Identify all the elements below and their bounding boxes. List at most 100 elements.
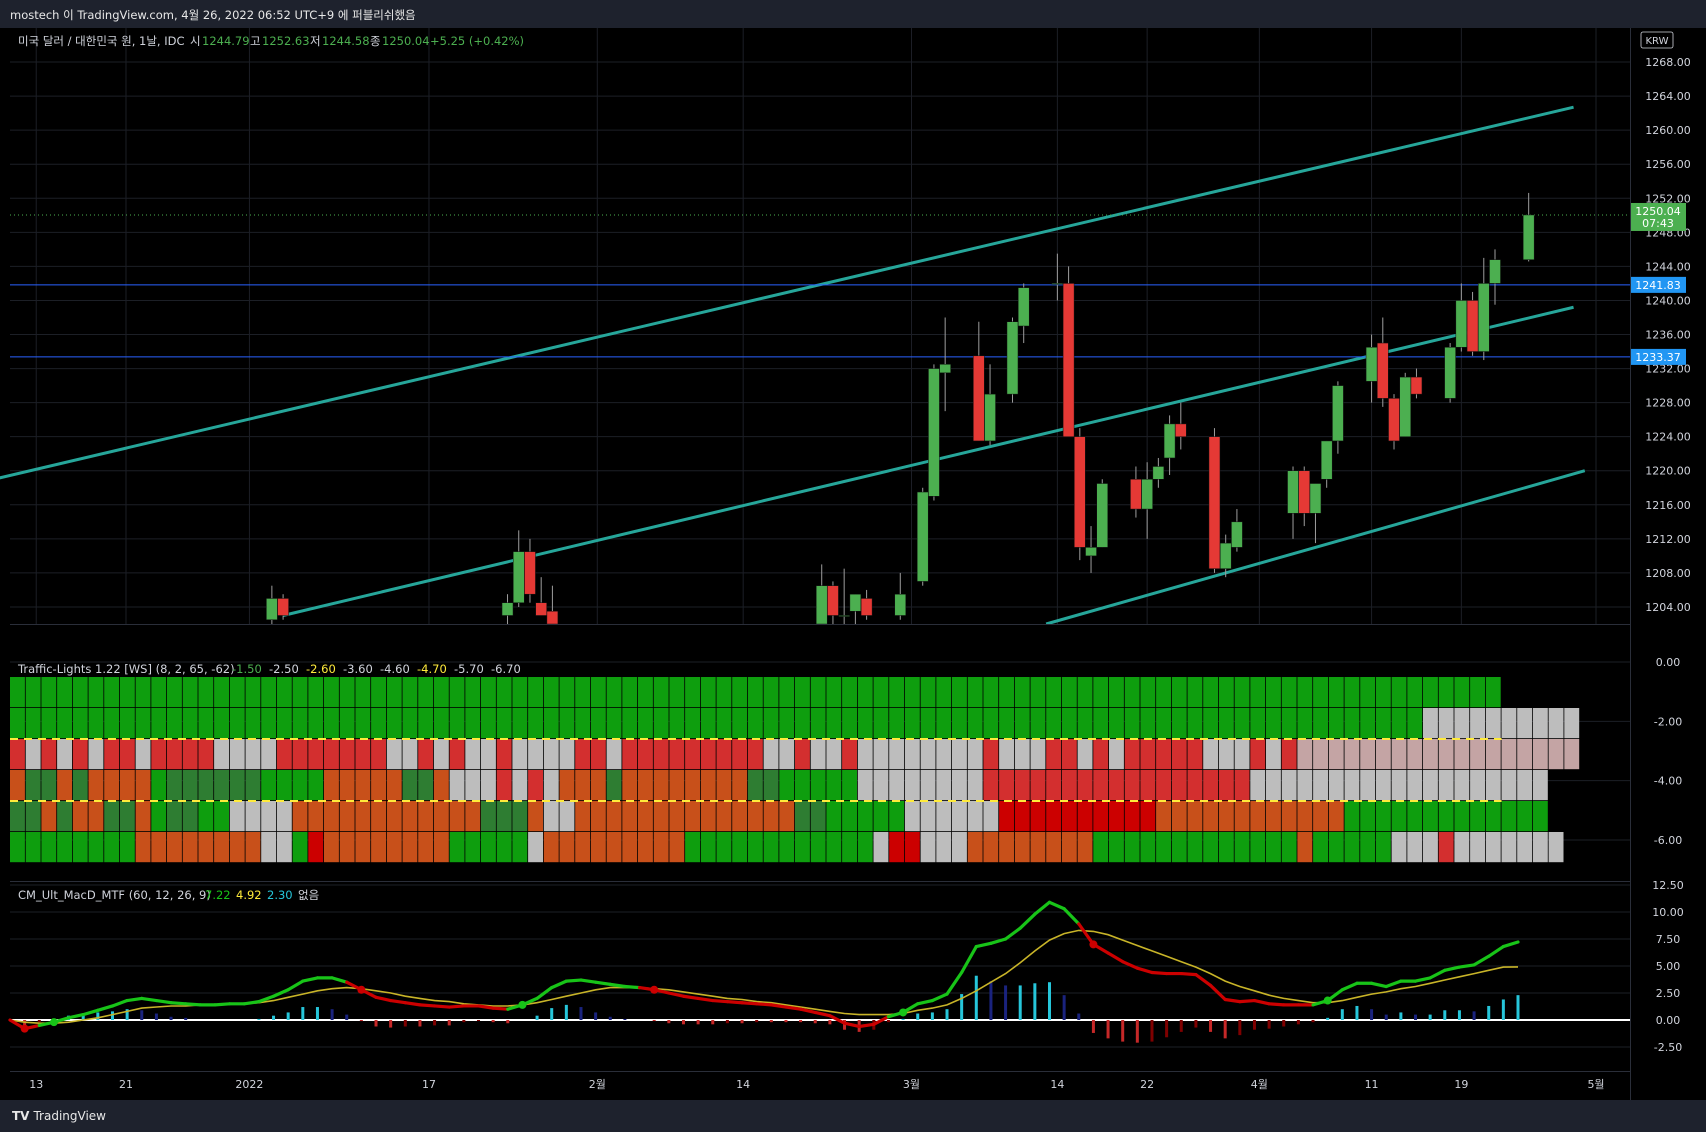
candle-body	[1365, 347, 1378, 382]
heatmap-cell	[261, 801, 277, 832]
candle[interactable]	[1410, 368, 1423, 399]
candle[interactable]	[939, 317, 951, 412]
macd-segment	[974, 941, 993, 949]
heatmap-cell	[1014, 708, 1030, 739]
candle[interactable]	[1017, 283, 1030, 344]
candle[interactable]	[1163, 415, 1176, 475]
heatmap-cell	[1124, 801, 1140, 832]
channel-line[interactable]	[1045, 469, 1586, 626]
candle[interactable]	[1208, 428, 1221, 573]
heatmap-cell	[1014, 801, 1030, 832]
macd-segment	[916, 998, 934, 1006]
candle[interactable]	[1062, 266, 1075, 437]
currency-badge[interactable]: KRW	[1640, 31, 1674, 49]
traffic-lights-heatmap[interactable]	[10, 677, 1580, 863]
candle[interactable]	[535, 577, 547, 616]
heatmap-cell	[41, 832, 57, 863]
heatmap-cell	[418, 739, 434, 770]
heatmap-cell	[88, 708, 104, 739]
histogram-bar	[257, 1018, 261, 1020]
heatmap-cell	[308, 770, 324, 801]
candle[interactable]	[1489, 249, 1501, 305]
heatmap-cell	[528, 708, 543, 739]
heatmap-cell	[229, 832, 245, 863]
heatmap-cell	[1438, 801, 1454, 832]
candle[interactable]	[546, 585, 559, 624]
candle[interactable]	[928, 364, 940, 501]
heatmap-cell	[104, 739, 120, 770]
heatmap-cell	[167, 770, 182, 801]
candles[interactable]	[266, 192, 1535, 628]
axis-settings-button[interactable]	[1633, 1075, 1703, 1097]
candle[interactable]	[1444, 343, 1456, 403]
candle[interactable]	[524, 538, 536, 603]
tl-value: -4.70	[417, 662, 447, 676]
heatmap-cell	[1218, 739, 1234, 770]
tradingview-logo[interactable]: TV TradingView	[12, 1109, 106, 1123]
time-axis[interactable]: 13 21 2022 17 2월 14 3월 14 22 4월 11 19 5월	[10, 1071, 1630, 1092]
macd-legend[interactable]: CM_Ult_MacD_MTF (60, 12, 26, 9)7.22 4.92 2…	[18, 888, 319, 902]
channel-line[interactable]	[0, 105, 1574, 488]
heatmap-cell	[418, 832, 434, 863]
candle-body	[1410, 376, 1423, 395]
candle[interactable]	[1219, 534, 1232, 578]
chart-canvas[interactable]: 미국 달러 / 대한민국 원, 1날, IDC 시 1244.79 고 1252…	[0, 28, 1706, 1100]
time-axis-ticks: 13 21 2022 17 2월 14 3월 14 22 4월 11 19 5월	[29, 1078, 1604, 1091]
heatmap-cell	[229, 801, 245, 832]
price-tick-label: 1236.00	[1645, 329, 1691, 342]
histogram-bar	[1311, 1020, 1315, 1023]
candle[interactable]	[1141, 462, 1153, 539]
axis-settings[interactable]	[1633, 1075, 1703, 1097]
histogram-bar	[550, 1008, 554, 1020]
heatmap-cell	[1030, 770, 1046, 801]
traffic-lights-legend[interactable]: Traffic-Lights 1.22 [WS] (8, 2, 65, -62)…	[17, 662, 521, 676]
histogram-bar	[1428, 1014, 1432, 1020]
histogram-bar	[1004, 985, 1008, 1020]
candle[interactable]	[277, 594, 289, 620]
candle[interactable]	[1085, 526, 1097, 573]
candle[interactable]	[1309, 483, 1322, 544]
candle[interactable]	[1332, 381, 1344, 454]
candle[interactable]	[1231, 509, 1243, 552]
candle[interactable]	[827, 581, 839, 624]
heatmap-cell	[716, 801, 732, 832]
symbol-name[interactable]: 미국 달러 / 대한민국 원, 1날, IDC	[18, 34, 185, 48]
heatmap-cell	[1266, 708, 1281, 739]
candle[interactable]	[860, 589, 873, 620]
candle[interactable]	[1377, 317, 1389, 407]
candle[interactable]	[916, 487, 929, 586]
heatmap-cell	[685, 677, 700, 708]
macd-segment	[476, 1004, 495, 1010]
heatmap-cell	[575, 832, 591, 863]
traffic-lights-pane[interactable]: Traffic-Lights 1.22 [WS] (8, 2, 65, -62)…	[10, 624, 1630, 881]
heatmap-cell	[1297, 739, 1313, 770]
candle[interactable]	[1466, 291, 1479, 356]
horizontal-lines[interactable]	[10, 214, 1630, 358]
histogram-bar	[389, 1020, 393, 1028]
candle[interactable]	[1478, 257, 1490, 361]
heatmap-cell	[1156, 801, 1171, 832]
candle[interactable]	[1175, 402, 1187, 450]
candle[interactable]	[1096, 479, 1109, 548]
candle[interactable]	[984, 364, 996, 446]
candle[interactable]	[1074, 428, 1086, 561]
candle[interactable]	[1152, 457, 1165, 488]
heatmap-cell	[182, 677, 198, 708]
candle[interactable]	[1388, 394, 1400, 450]
heatmap-cell	[1093, 770, 1109, 801]
candle-body	[984, 393, 996, 442]
candle[interactable]	[838, 568, 850, 624]
macd-pane[interactable]: CM_Ult_MacD_MTF (60, 12, 26, 9)7.22 4.92 2…	[8, 881, 1630, 1101]
macd-title[interactable]: CM_Ult_MacD_MTF (60, 12, 26, 9)	[18, 888, 211, 902]
candle[interactable]	[1522, 192, 1535, 262]
candle[interactable]	[1320, 440, 1333, 488]
tl-title[interactable]: Traffic-Lights 1.22 [WS] (8, 2, 65, -62)	[17, 662, 235, 676]
candle[interactable]	[1399, 372, 1411, 437]
candle[interactable]	[501, 594, 514, 624]
candle[interactable]	[894, 572, 907, 620]
price-axis[interactable]: 1268.001264.001260.001256.001252.001248.…	[1630, 28, 1706, 1100]
candle[interactable]	[1006, 317, 1019, 403]
macd-segment	[1428, 968, 1447, 980]
time-tick-label: 17	[422, 1078, 436, 1091]
heatmap-cell	[1328, 770, 1344, 801]
